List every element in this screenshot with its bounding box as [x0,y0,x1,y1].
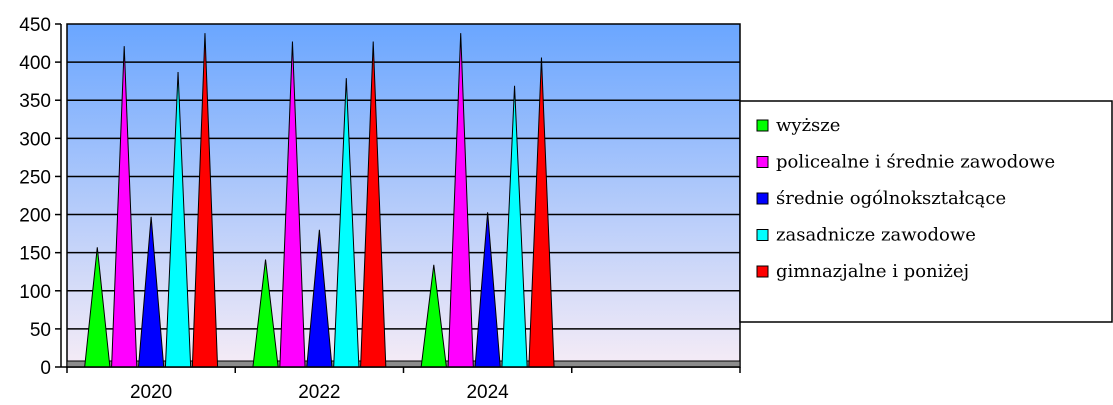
legend-swatch [756,265,769,278]
y-tick-label: 400 [19,53,51,74]
legend-swatch [756,156,769,168]
legend-swatch [756,192,769,205]
legend-swatch [756,229,769,241]
x-tick-label: 2022 [298,382,340,403]
legend-label: wyższe [776,115,840,136]
legend-swatch [756,119,769,132]
legend-label: gimnazjalne i poniżej [776,261,969,282]
y-tick-label: 150 [19,244,51,265]
legend-label: policealne i średnie zawodowe [776,152,1055,173]
y-axis-ticks: 0 50 100 150 200 250 300 350 400 450 [19,15,61,379]
y-tick-label: 250 [19,167,51,188]
y-tick-label: 300 [19,129,51,150]
y-tick-label: 200 [19,206,51,227]
y-tick-label: 100 [19,282,51,303]
legend: wyższe policealne i średnie zawodowe średn… [739,100,1113,323]
y-tick-label: 350 [19,91,51,112]
bar-marks [84,33,555,368]
legend-box [739,100,1113,323]
x-axis-ticks: 2020 2022 2024 [66,367,741,403]
y-tick-label: 450 [19,15,51,36]
x-tick-label: 2020 [130,382,172,403]
legend-label: średnie ogólnokształcące [776,188,1006,209]
legend-label: zasadnicze zawodowe [776,225,976,246]
x-tick-label: 2024 [466,382,509,403]
y-tick-label: 0 [40,358,51,379]
y-tick-label: 50 [30,320,51,341]
